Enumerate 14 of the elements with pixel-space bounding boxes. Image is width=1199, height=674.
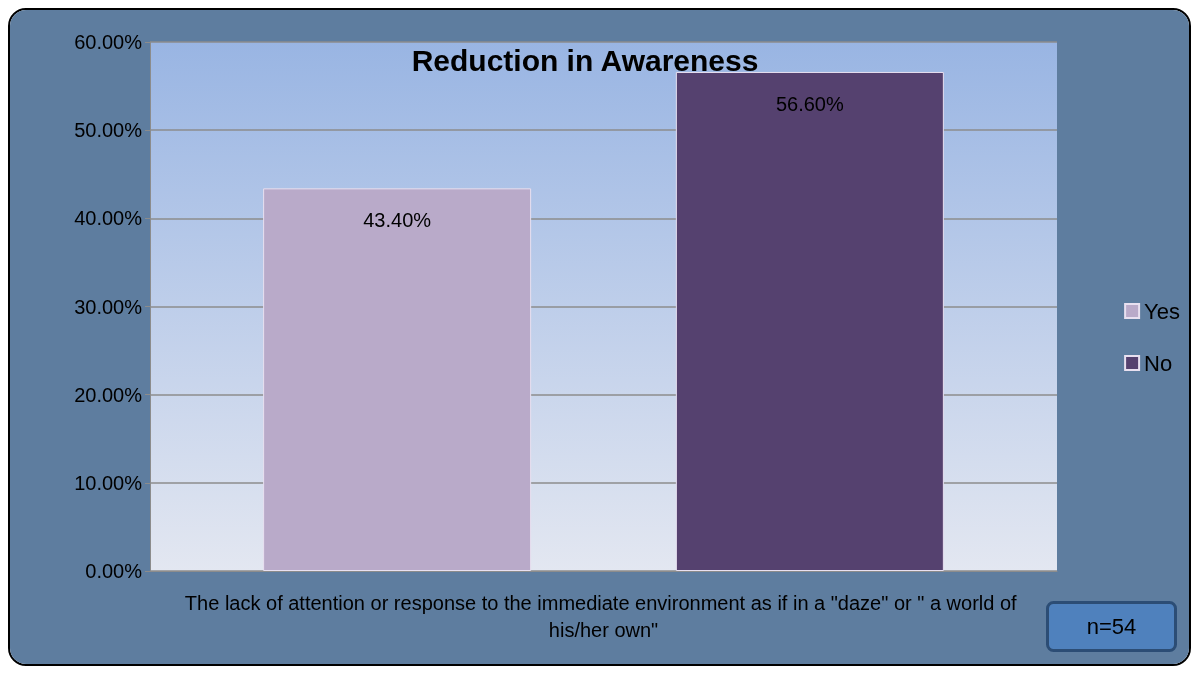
y-tick-label: 30.00% xyxy=(74,295,143,318)
y-tick-label: 60.00% xyxy=(74,31,143,53)
data-label: 43.40% xyxy=(363,209,432,232)
x-tick-label: The lack of attention or response to the immediate environment as if in a "daze" or " a world of his/her own" xyxy=(184,591,1023,641)
legend-label: Yes xyxy=(1144,298,1180,324)
y-tick-label: 40.00% xyxy=(74,207,143,230)
data-label: 56.60% xyxy=(775,92,844,115)
y-tick-label: 10.00% xyxy=(74,471,143,494)
text: n=54 xyxy=(1086,614,1137,639)
y-tick-label: 0.00% xyxy=(85,560,143,582)
legend-label: No xyxy=(1144,350,1173,376)
y-tick-label: 50.00% xyxy=(74,119,143,142)
y-tick-label: 20.00% xyxy=(74,383,143,406)
chart-title: Reduction in Awareness xyxy=(411,43,759,77)
